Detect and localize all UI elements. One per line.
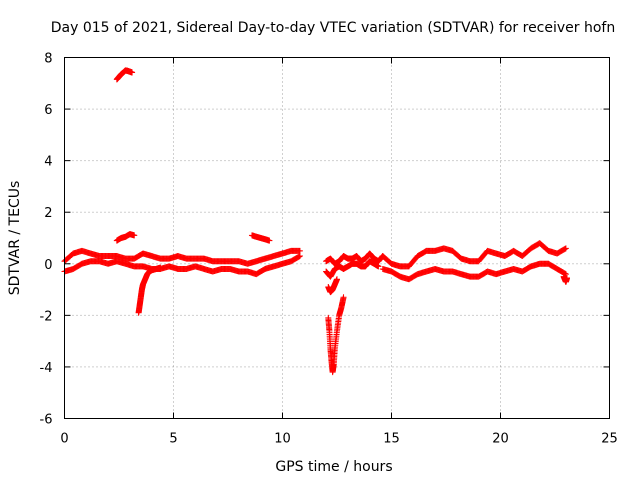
data-point	[296, 247, 303, 254]
y-tick-label: 8	[44, 52, 52, 67]
x-axis-label: GPS time / hours	[275, 459, 392, 475]
x-tick-label: 0	[60, 432, 68, 447]
y-tick-label: -4	[40, 361, 53, 376]
y-tick-label: -2	[40, 309, 53, 324]
data-point-fill	[562, 270, 569, 277]
data-point	[563, 274, 570, 281]
chart-grid	[64, 57, 610, 419]
y-tick-label: 0	[44, 258, 52, 273]
data-point	[131, 232, 138, 239]
chart-ticks: 0 5 10 15 20 25 -6 -4 -2 0 2 4 6 8	[40, 52, 618, 447]
plot-frame	[64, 57, 610, 419]
y-axis-label: SDTVAR / TECUs	[7, 181, 23, 296]
data-point	[157, 264, 164, 271]
data-point	[340, 294, 347, 301]
x-tick-label: 5	[169, 432, 177, 447]
x-tick-label: 20	[492, 432, 509, 447]
data-point-fill	[296, 253, 303, 260]
data-point-fill	[562, 245, 569, 252]
data-point	[266, 237, 273, 244]
data-point	[375, 263, 382, 270]
data-point	[296, 253, 303, 260]
data-point	[334, 276, 340, 283]
y-tick-label: 4	[44, 155, 52, 170]
x-tick-label: 15	[383, 432, 400, 447]
chart-title: Day 015 of 2021, Sidereal Day-to-day VTE…	[51, 20, 615, 36]
data-point	[129, 69, 136, 76]
data-point	[562, 245, 569, 252]
chart-marks	[61, 67, 570, 376]
x-tick-label: 25	[601, 432, 618, 447]
y-tick-label: 6	[44, 103, 52, 118]
y-tick-label: -6	[40, 413, 53, 428]
y-tick-label: 2	[44, 206, 52, 221]
x-tick-label: 10	[274, 432, 291, 447]
